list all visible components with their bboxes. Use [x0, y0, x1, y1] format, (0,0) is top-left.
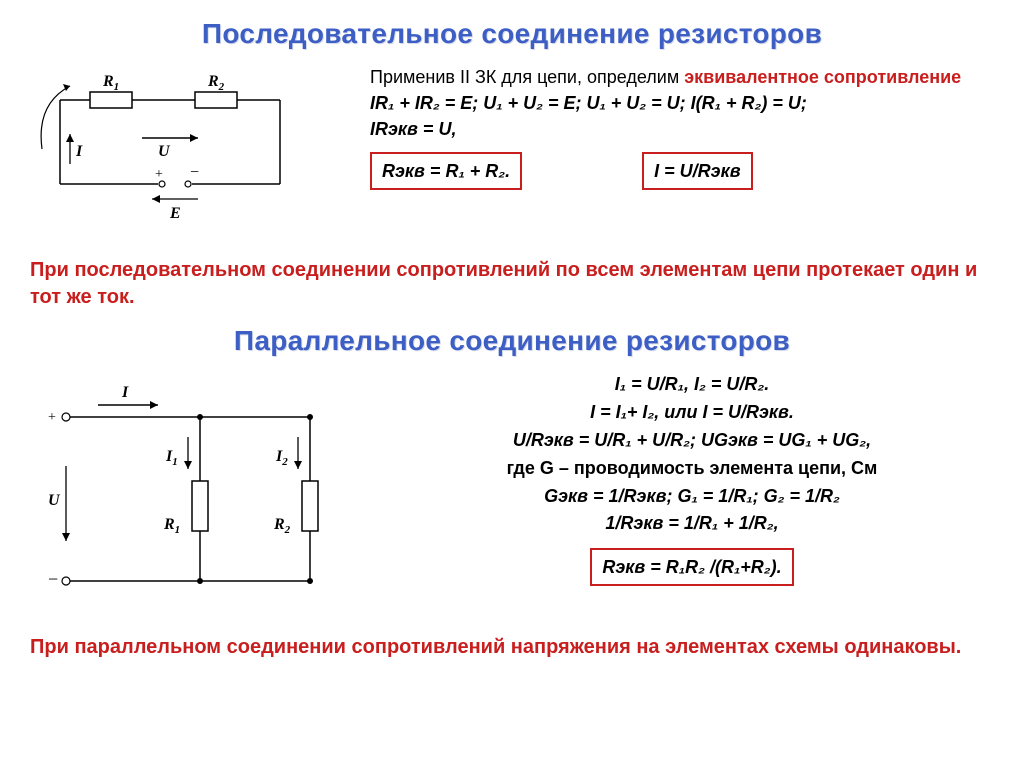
- parallel-text: I₁ = U/R₁, I₂ = U/R₂. I = I₁+ I₂, или I …: [390, 371, 994, 586]
- parallel-note: При параллельном соединении сопротивлени…: [30, 634, 994, 661]
- series-formula-left: Rэкв = R₁ + R₂.: [370, 152, 522, 190]
- label-R2: R2: [207, 73, 225, 93]
- label-I: I: [75, 143, 83, 160]
- series-note: При последовательном соединении сопротив…: [30, 257, 994, 311]
- series-intro-pre: Применив II ЗК для цепи, определим: [370, 67, 684, 87]
- p-label-plus: +: [48, 410, 56, 425]
- series-title: Последовательное соединение резисторов: [30, 18, 994, 50]
- parallel-formula: Rэкв = R₁R₂ /(R₁+R₂).: [590, 548, 793, 586]
- p-label-R1: R1: [163, 516, 180, 536]
- series-text: Применив II ЗК для цепи, определим эквив…: [330, 64, 994, 190]
- p-eq4: где G – проводимость элемента цепи, См: [390, 455, 994, 483]
- p-eq3: U/Rэкв = U/R₁ + U/R₂; UGэкв = UG₁ + UG₂,: [390, 427, 994, 455]
- series-line2: IRэкв = U,: [330, 116, 994, 142]
- parallel-diagram: I + − U I1 I2 R1 R2: [30, 371, 350, 616]
- series-formula-right: I = U/Rэкв: [642, 152, 752, 190]
- parallel-title: Параллельное соединение резисторов: [30, 325, 994, 357]
- p-eq6: 1/Rэкв = 1/R₁ + 1/R₂,: [390, 510, 994, 538]
- p-eq5: Gэкв = 1/Rэкв; G₁ = 1/R₁; G₂ = 1/R₂: [390, 483, 994, 511]
- parallel-row: I + − U I1 I2 R1 R2 I₁ = U/R₁, I₂ = U/R₂…: [30, 371, 994, 616]
- label-plus: +: [155, 167, 163, 182]
- p-label-minus: −: [48, 569, 58, 589]
- series-line1: IR₁ + IR₂ = E; U₁ + U₂ = E; U₁ + U₂ = U;…: [330, 90, 994, 116]
- p-label-I2: I2: [275, 448, 288, 468]
- p-eq2: I = I₁+ I₂, или I = U/Rэкв.: [390, 399, 994, 427]
- p-label-I1: I1: [165, 448, 178, 468]
- label-E: E: [169, 205, 181, 222]
- series-row: R1 R2 I U + − E Применив II ЗК для цепи,…: [30, 64, 994, 239]
- label-U: U: [158, 143, 171, 160]
- p-eq1: I₁ = U/R₁, I₂ = U/R₂.: [390, 371, 994, 399]
- label-R1: R1: [102, 73, 119, 93]
- series-intro-red: эквивалентное сопротивление: [684, 67, 961, 87]
- label-minus: −: [190, 164, 199, 181]
- p-label-U: U: [48, 492, 61, 509]
- p-label-R2: R2: [273, 516, 291, 536]
- p-label-I: I: [121, 384, 129, 401]
- series-diagram: R1 R2 I U + − E: [30, 64, 310, 239]
